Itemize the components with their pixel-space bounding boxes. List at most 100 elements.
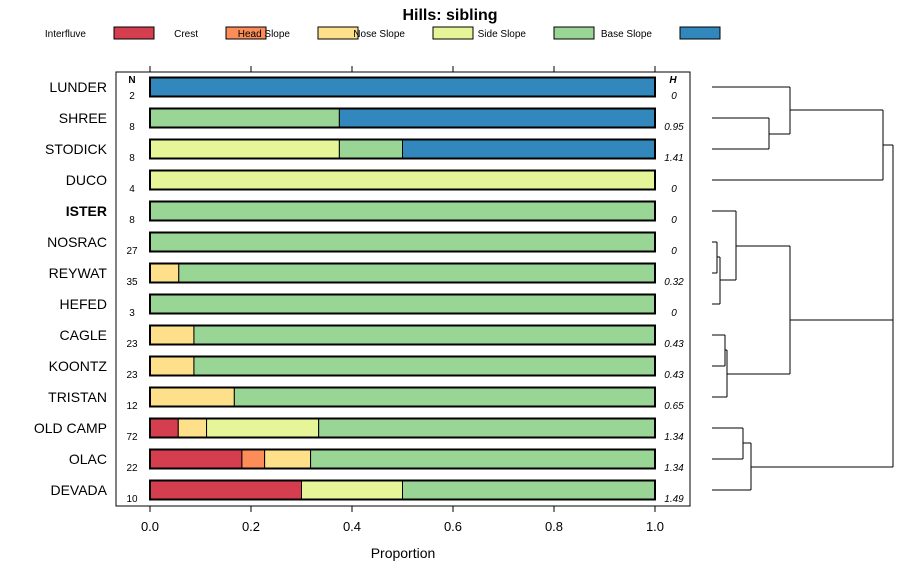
- bars-group: LUNDER 2 0 SHREE 8 0.95 STODICK 8 1.41 DUCO 4 0 ISTE…: [34, 76, 684, 505]
- n-value: 3: [129, 308, 135, 319]
- dendro-branch: [883, 144, 894, 320]
- bar-outline: [149, 479, 656, 501]
- axes-group: 0.0 0.2 0.4 0.6 0.8 1.0: [141, 66, 664, 534]
- bar-segment: [264, 449, 312, 469]
- bar-segment: [193, 356, 656, 376]
- legend-label: Base Slope: [601, 29, 653, 40]
- bar-segment: [149, 294, 656, 314]
- n-header: N: [128, 75, 135, 86]
- category-label: NOSRAC: [47, 234, 107, 250]
- h-value: 1.41: [664, 153, 683, 164]
- bar-segment: [177, 418, 208, 438]
- x-tick-label: 0.4: [343, 519, 361, 534]
- h-value: 0: [671, 215, 677, 226]
- dendro-branch: [712, 241, 718, 274]
- x-axis-label: Proportion: [371, 545, 436, 561]
- bar-segment: [149, 263, 180, 283]
- bar-segment: [178, 263, 656, 283]
- n-value: 10: [126, 494, 138, 505]
- x-tick-label: 1.0: [646, 519, 664, 534]
- n-value: 22: [126, 463, 138, 474]
- category-label: DUCO: [66, 172, 107, 188]
- legend-swatch: [432, 26, 474, 40]
- x-tick-label: 0.0: [141, 519, 159, 534]
- bar-segment: [149, 356, 195, 376]
- category-label: KOONTZ: [49, 358, 108, 374]
- n-value: 4: [129, 184, 135, 195]
- bar-segment: [310, 449, 656, 469]
- category-label: SHREE: [59, 110, 107, 126]
- bar-outline: [149, 138, 656, 160]
- category-label: STODICK: [45, 141, 108, 157]
- dendro-branch: [712, 442, 752, 491]
- legend-swatch: [553, 26, 595, 40]
- bar-segment: [149, 418, 179, 438]
- n-value: 12: [126, 401, 138, 412]
- legend-swatch: [679, 26, 721, 40]
- x-tick-label: 0.2: [242, 519, 260, 534]
- category-label: LUNDER: [49, 79, 107, 95]
- bar-segment: [149, 108, 340, 128]
- bar-segment: [318, 418, 656, 438]
- bar-outline: [149, 386, 656, 408]
- dendro-branch: [712, 256, 721, 305]
- bar-segment: [149, 170, 656, 190]
- bar-segment: [301, 480, 403, 500]
- bar-segment: [241, 449, 266, 469]
- h-header: H: [669, 75, 677, 86]
- legend: Interfluve Crest Head Slope Nose Slope Side …: [45, 26, 721, 40]
- category-label: OLAC: [69, 451, 107, 467]
- x-tick-label: 0.8: [545, 519, 563, 534]
- bar-outline: [149, 293, 656, 315]
- legend-swatch: [225, 26, 267, 40]
- bar-segment: [149, 387, 235, 407]
- bar-outline: [149, 355, 656, 377]
- legend-label: Head Slope: [238, 29, 291, 40]
- dendro-branch: [712, 427, 744, 460]
- h-value: 0.32: [664, 277, 684, 288]
- n-value: 8: [129, 122, 135, 133]
- h-value: 0: [671, 91, 677, 102]
- legend-swatch: [317, 26, 359, 40]
- h-value: 0.95: [664, 122, 684, 133]
- n-value: 8: [129, 215, 135, 226]
- category-label: OLD CAMP: [34, 420, 107, 436]
- bar-outline: [149, 76, 656, 98]
- category-label: HEFED: [60, 296, 107, 312]
- n-value: 8: [129, 153, 135, 164]
- bar-segment: [149, 480, 302, 500]
- bar-outline: [149, 231, 656, 253]
- chart-title: Hills: sibling: [402, 7, 497, 24]
- h-value: 1.49: [664, 494, 684, 505]
- category-label: DEVADA: [50, 482, 107, 498]
- dendro-branch: [712, 109, 884, 181]
- n-value: 35: [126, 277, 138, 288]
- bar-outline: [149, 324, 656, 346]
- x-tick-label: 0.6: [444, 519, 462, 534]
- legend-label: Crest: [174, 29, 198, 40]
- h-value: 0.43: [664, 339, 684, 350]
- h-value: 1.34: [664, 432, 684, 443]
- bar-segment: [149, 325, 195, 345]
- n-value: 2: [129, 91, 135, 102]
- h-value: 0.43: [664, 370, 684, 381]
- bar-segment: [338, 108, 656, 128]
- plot-frame: [115, 71, 691, 507]
- bar-segment: [206, 418, 320, 438]
- legend-label: Nose Slope: [353, 29, 405, 40]
- dendro-branch: [712, 86, 791, 135]
- bar-outline: [149, 417, 656, 439]
- h-value: 0: [671, 308, 677, 319]
- category-label: TRISTAN: [48, 389, 107, 405]
- dendro-branch: [727, 245, 791, 375]
- bar-segment: [338, 139, 403, 159]
- h-value: 1.34: [664, 463, 684, 474]
- bar-outline: [149, 262, 656, 284]
- n-value: 23: [126, 370, 138, 381]
- dendro-branch: [712, 117, 770, 150]
- n-value: 72: [126, 432, 138, 443]
- bar-segment: [149, 201, 656, 221]
- h-value: 0: [671, 246, 677, 257]
- dendrogram: [712, 86, 894, 491]
